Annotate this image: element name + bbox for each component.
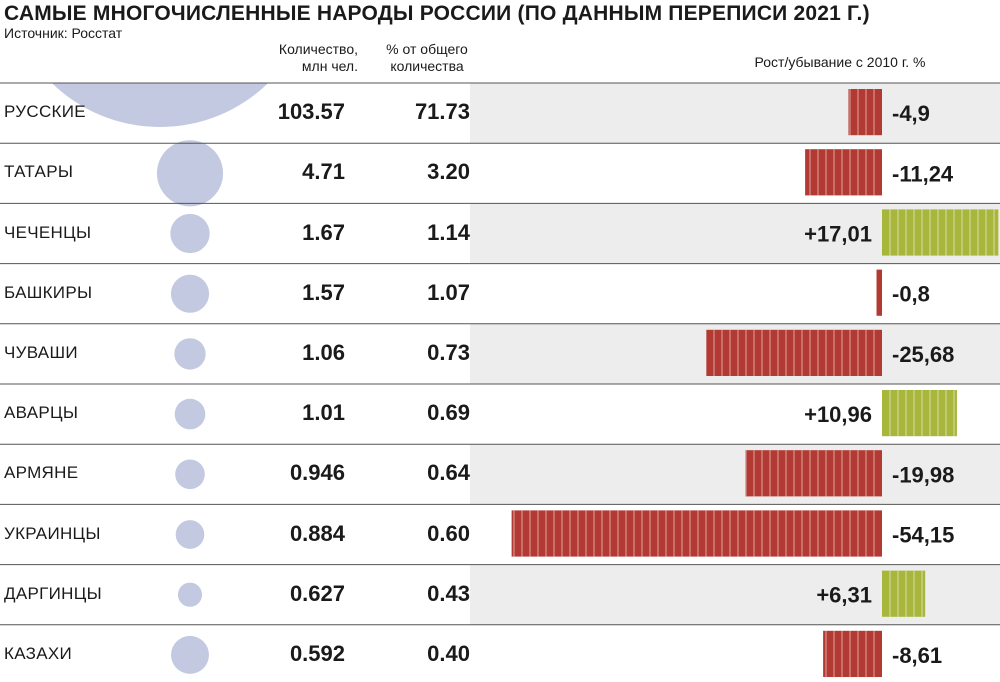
population-circle bbox=[170, 274, 210, 313]
percent-value: 1.07 bbox=[427, 279, 470, 305]
growth-bar bbox=[511, 510, 882, 557]
growth-label: -0,8 bbox=[892, 282, 930, 307]
nation-name: РУССКИЕ bbox=[4, 102, 86, 122]
growth-label: -25,68 bbox=[892, 342, 954, 367]
chart-source: Источник: Росстат bbox=[4, 25, 123, 41]
population-circle bbox=[156, 140, 224, 207]
growth-bar bbox=[823, 630, 882, 677]
percent-value: 0.40 bbox=[427, 640, 470, 666]
percent-value: 3.20 bbox=[427, 159, 470, 185]
percent-value: 71.73 bbox=[414, 99, 470, 125]
population-circle bbox=[51, 83, 269, 127]
quantity-value: 103.57 bbox=[277, 99, 345, 125]
header-percent: % от общего количества bbox=[386, 41, 468, 74]
population-circle bbox=[174, 398, 206, 430]
nation-name: БАШКИРЫ bbox=[4, 282, 93, 302]
nation-name: АРМЯНЕ bbox=[4, 463, 79, 483]
nation-name: ДАРГИНЦЫ bbox=[4, 583, 102, 603]
population-circle bbox=[174, 338, 206, 370]
growth-label: +10,96 bbox=[804, 402, 872, 427]
growth-label: +6,31 bbox=[816, 583, 872, 608]
growth-bar-fill bbox=[805, 149, 882, 196]
percent-value: 0.60 bbox=[427, 520, 470, 546]
quantity-value: 0.884 bbox=[289, 520, 345, 546]
growth-label: +17,01 bbox=[804, 222, 872, 247]
quantity-value: 1.57 bbox=[302, 279, 345, 305]
population-circle bbox=[177, 582, 203, 607]
nation-name: КАЗАХИ bbox=[4, 643, 73, 663]
quantity-value: 1.01 bbox=[302, 400, 345, 426]
growth-bar-fill bbox=[876, 269, 882, 316]
growth-bar bbox=[706, 329, 882, 376]
header-growth: Рост/убывание с 2010 г. % bbox=[754, 54, 926, 70]
growth-bar-fill bbox=[882, 209, 999, 256]
growth-bar bbox=[882, 209, 999, 256]
row-shade bbox=[470, 444, 1000, 505]
nation-name: УКРАИНЦЫ bbox=[4, 523, 101, 543]
growth-bar bbox=[882, 390, 957, 437]
header-quantity: Количество, млн чел. bbox=[278, 41, 358, 74]
percent-value: 0.69 bbox=[427, 400, 470, 426]
growth-bar bbox=[745, 450, 882, 497]
nation-name: ЧУВАШИ bbox=[4, 342, 78, 362]
quantity-value: 0.627 bbox=[289, 580, 345, 606]
growth-bar bbox=[876, 269, 882, 316]
population-circle bbox=[175, 520, 205, 549]
nation-name: АВАРЦЫ bbox=[4, 403, 79, 423]
percent-value: 1.14 bbox=[427, 219, 470, 245]
growth-bar-fill bbox=[882, 390, 957, 437]
quantity-value: 1.06 bbox=[302, 339, 345, 365]
population-circle bbox=[170, 213, 210, 254]
growth-bar bbox=[848, 89, 882, 136]
growth-bar-fill bbox=[848, 89, 882, 136]
growth-bar bbox=[882, 570, 926, 617]
quantity-value: 0.946 bbox=[289, 460, 345, 486]
chart-title: САМЫЕ МНОГОЧИСЛЕННЫЕ НАРОДЫ РОССИИ (ПО Д… bbox=[4, 2, 870, 25]
quantity-value: 1.67 bbox=[302, 219, 345, 245]
percent-value: 0.43 bbox=[427, 580, 470, 606]
quantity-value: 4.71 bbox=[302, 159, 345, 185]
percent-value: 0.73 bbox=[427, 339, 470, 365]
growth-bar-fill bbox=[511, 510, 882, 557]
row-shade bbox=[470, 83, 1000, 144]
growth-bar-fill bbox=[882, 570, 926, 617]
growth-label: -54,15 bbox=[892, 523, 954, 548]
growth-label: -19,98 bbox=[892, 462, 954, 487]
nation-name: ЧЕЧЕНЦЫ bbox=[4, 222, 92, 242]
population-circle bbox=[171, 635, 209, 674]
growth-bar bbox=[805, 149, 882, 196]
growth-label: -11,24 bbox=[892, 161, 954, 186]
growth-bar-fill bbox=[745, 450, 882, 497]
growth-label: -4,9 bbox=[892, 101, 930, 126]
nation-name: ТАТАРЫ bbox=[4, 162, 74, 182]
growth-label: -8,61 bbox=[892, 643, 942, 668]
percent-value: 0.64 bbox=[427, 460, 470, 486]
quantity-value: 0.592 bbox=[289, 640, 345, 666]
growth-bar-fill bbox=[823, 630, 882, 677]
population-circle bbox=[175, 459, 205, 490]
